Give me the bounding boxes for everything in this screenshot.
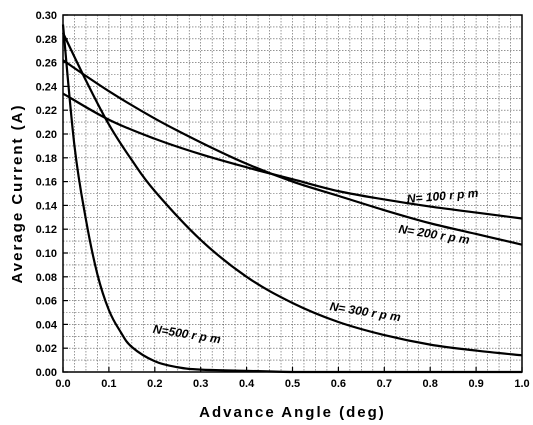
x-tick-label: 0.6 bbox=[331, 378, 346, 390]
y-tick-label: 0.18 bbox=[36, 153, 57, 165]
series-label-3: N= 300 r p m bbox=[329, 299, 402, 324]
y-tick-label: 0.00 bbox=[36, 367, 57, 379]
y-tick-label: 0.08 bbox=[36, 272, 57, 284]
series-label-2: N= 200 r p m bbox=[398, 222, 471, 247]
series-line-2 bbox=[62, 59, 523, 246]
grid bbox=[63, 15, 522, 372]
series-label-1: N= 100 r p m bbox=[406, 186, 479, 206]
y-tick-label: 0.22 bbox=[36, 105, 57, 117]
y-tick-label: 0.12 bbox=[36, 224, 57, 236]
y-tick-label: 0.02 bbox=[36, 343, 57, 355]
series-label-4: N=500 r p m bbox=[152, 322, 222, 347]
y-tick-label: 0.20 bbox=[36, 129, 57, 141]
y-tick-label: 0.16 bbox=[36, 177, 57, 189]
y-tick-label: 0.28 bbox=[36, 34, 57, 46]
x-tick-label: 0.5 bbox=[285, 378, 300, 390]
x-tick-label: 0.8 bbox=[423, 378, 438, 390]
y-tick-label: 0.06 bbox=[36, 296, 57, 308]
y-tick-label: 0.10 bbox=[36, 248, 57, 260]
y-tick-label: 0.04 bbox=[36, 319, 58, 331]
x-tick-label: 0.4 bbox=[239, 378, 255, 390]
x-axis-title: Advance Angle (deg) bbox=[199, 404, 386, 421]
x-axis-ticks: 0.0 0.1 0.2 0.3 0.4 0.5 0.6 0.7 0.8 0.9 1.0 bbox=[55, 367, 530, 390]
x-tick-label: 0.2 bbox=[147, 378, 162, 390]
x-tick-label: 0.1 bbox=[101, 378, 116, 390]
y-tick-label: 0.30 bbox=[36, 10, 57, 22]
x-tick-label: 1.0 bbox=[514, 378, 529, 390]
series-line-3 bbox=[62, 32, 523, 357]
x-tick-label: 0.0 bbox=[55, 378, 70, 390]
x-tick-label: 0.9 bbox=[468, 378, 483, 390]
y-tick-label: 0.14 bbox=[36, 200, 58, 212]
y-tick-label: 0.24 bbox=[36, 81, 58, 93]
x-tick-label: 0.3 bbox=[193, 378, 208, 390]
y-tick-label: 0.26 bbox=[36, 58, 57, 70]
series-line-1 bbox=[62, 92, 523, 220]
y-axis-ticks: 0.00 0.02 0.04 0.06 0.08 0.10 0.12 0.14 0.16 0.18… bbox=[36, 10, 68, 379]
x-tick-label: 0.7 bbox=[377, 378, 392, 390]
y-axis-title: Average Current (A) bbox=[9, 104, 26, 284]
